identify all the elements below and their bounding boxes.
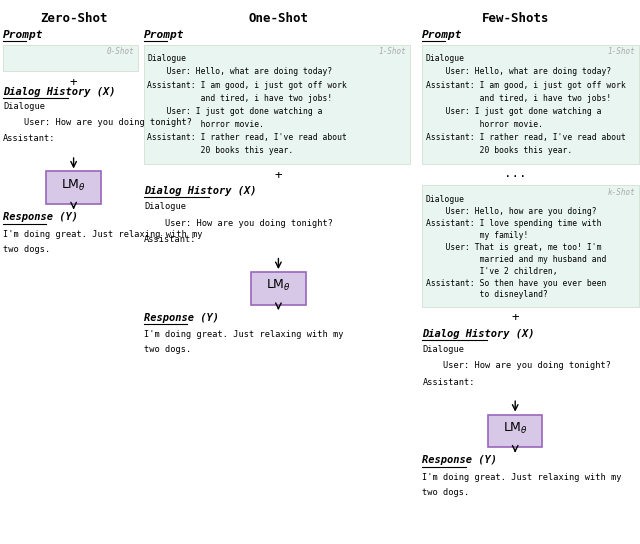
- Text: Assistant:: Assistant:: [422, 378, 475, 387]
- Text: $\mathrm{LM}_\theta$: $\mathrm{LM}_\theta$: [266, 278, 291, 293]
- Text: Dialogue: Dialogue: [422, 345, 465, 354]
- FancyBboxPatch shape: [488, 415, 543, 447]
- FancyBboxPatch shape: [144, 45, 410, 164]
- Text: User: Hello, how are you doing?: User: Hello, how are you doing?: [426, 207, 596, 216]
- Text: Response (Y): Response (Y): [422, 455, 497, 465]
- Text: Dialogue: Dialogue: [3, 102, 45, 111]
- Text: ...: ...: [504, 167, 527, 180]
- Text: Zero-Shot: Zero-Shot: [40, 12, 108, 25]
- Text: 1-Shot: 1-Shot: [608, 47, 636, 57]
- Text: One-Shot: One-Shot: [248, 12, 308, 25]
- Text: two dogs.: two dogs.: [422, 488, 470, 497]
- Text: User: Hello, what are doing today?: User: Hello, what are doing today?: [426, 67, 611, 77]
- Text: to disneyland?: to disneyland?: [426, 290, 547, 300]
- Text: Assistant: I rather read, I've read about: Assistant: I rather read, I've read abou…: [426, 133, 625, 142]
- Text: Few-Shots: Few-Shots: [481, 12, 549, 25]
- Text: User: Hello, what are doing today?: User: Hello, what are doing today?: [147, 67, 332, 77]
- Text: 1-Shot: 1-Shot: [379, 47, 406, 57]
- Text: User: That is great, me too! I'm: User: That is great, me too! I'm: [426, 243, 601, 252]
- Text: I'm doing great. Just relaxing with my: I'm doing great. Just relaxing with my: [144, 330, 344, 339]
- Text: User: I just got done watching a: User: I just got done watching a: [147, 107, 323, 116]
- Text: Dialogue: Dialogue: [147, 54, 186, 64]
- Text: User: How are you doing tonight?: User: How are you doing tonight?: [3, 118, 192, 127]
- Text: $\mathrm{LM}_\theta$: $\mathrm{LM}_\theta$: [502, 421, 528, 436]
- Text: and tired, i have two jobs!: and tired, i have two jobs!: [147, 94, 332, 103]
- Text: Assistant: I rather read, I've read about: Assistant: I rather read, I've read abou…: [147, 133, 347, 142]
- FancyBboxPatch shape: [422, 185, 639, 307]
- Text: Prompt: Prompt: [144, 30, 184, 40]
- Text: Assistant: I love spending time with: Assistant: I love spending time with: [426, 219, 601, 228]
- FancyBboxPatch shape: [252, 272, 306, 305]
- FancyBboxPatch shape: [47, 171, 101, 204]
- Text: +: +: [70, 76, 77, 89]
- Text: 20 books this year.: 20 books this year.: [426, 146, 572, 155]
- Text: Assistant: I am good, i just got off work: Assistant: I am good, i just got off wor…: [147, 81, 347, 90]
- Text: Assistant:: Assistant:: [3, 134, 56, 144]
- Text: Prompt: Prompt: [3, 30, 44, 40]
- Text: horror movie.: horror movie.: [426, 120, 543, 129]
- Text: Dialogue: Dialogue: [144, 202, 186, 212]
- Text: Assistant:: Assistant:: [144, 235, 196, 244]
- FancyBboxPatch shape: [422, 45, 639, 164]
- Text: and tired, i have two jobs!: and tired, i have two jobs!: [426, 94, 611, 103]
- Text: Dialog History (X): Dialog History (X): [422, 329, 535, 338]
- Text: +: +: [511, 311, 519, 324]
- Text: Dialogue: Dialogue: [426, 195, 465, 204]
- Text: I'm doing great. Just relaxing with my: I'm doing great. Just relaxing with my: [422, 473, 622, 482]
- Text: I'm doing great. Just relaxing with my: I'm doing great. Just relaxing with my: [3, 230, 203, 239]
- Text: Dialogue: Dialogue: [426, 54, 465, 64]
- Text: two dogs.: two dogs.: [144, 345, 191, 355]
- Text: Dialog History (X): Dialog History (X): [3, 87, 116, 97]
- Text: horror movie.: horror movie.: [147, 120, 264, 129]
- Text: 0-Shot: 0-Shot: [107, 47, 134, 57]
- Text: Response (Y): Response (Y): [144, 313, 219, 323]
- Text: I've 2 children,: I've 2 children,: [426, 267, 557, 276]
- Text: Assistant: So then have you ever been: Assistant: So then have you ever been: [426, 279, 606, 288]
- Text: k-Shot: k-Shot: [608, 188, 636, 197]
- Text: two dogs.: two dogs.: [3, 245, 51, 254]
- Text: +: +: [275, 169, 282, 182]
- Text: 20 books this year.: 20 books this year.: [147, 146, 294, 155]
- Text: married and my husband and: married and my husband and: [426, 255, 606, 264]
- Text: Prompt: Prompt: [422, 30, 463, 40]
- Text: my family!: my family!: [426, 231, 528, 240]
- Text: User: How are you doing tonight?: User: How are you doing tonight?: [144, 219, 333, 228]
- Text: Response (Y): Response (Y): [3, 212, 78, 222]
- Text: Assistant: I am good, i just got off work: Assistant: I am good, i just got off wor…: [426, 81, 625, 90]
- Text: User: How are you doing tonight?: User: How are you doing tonight?: [422, 361, 611, 370]
- Text: Dialog History (X): Dialog History (X): [144, 186, 257, 196]
- Text: $\mathrm{LM}_\theta$: $\mathrm{LM}_\theta$: [61, 177, 86, 193]
- Text: User: I just got done watching a: User: I just got done watching a: [426, 107, 601, 116]
- FancyBboxPatch shape: [3, 45, 138, 71]
